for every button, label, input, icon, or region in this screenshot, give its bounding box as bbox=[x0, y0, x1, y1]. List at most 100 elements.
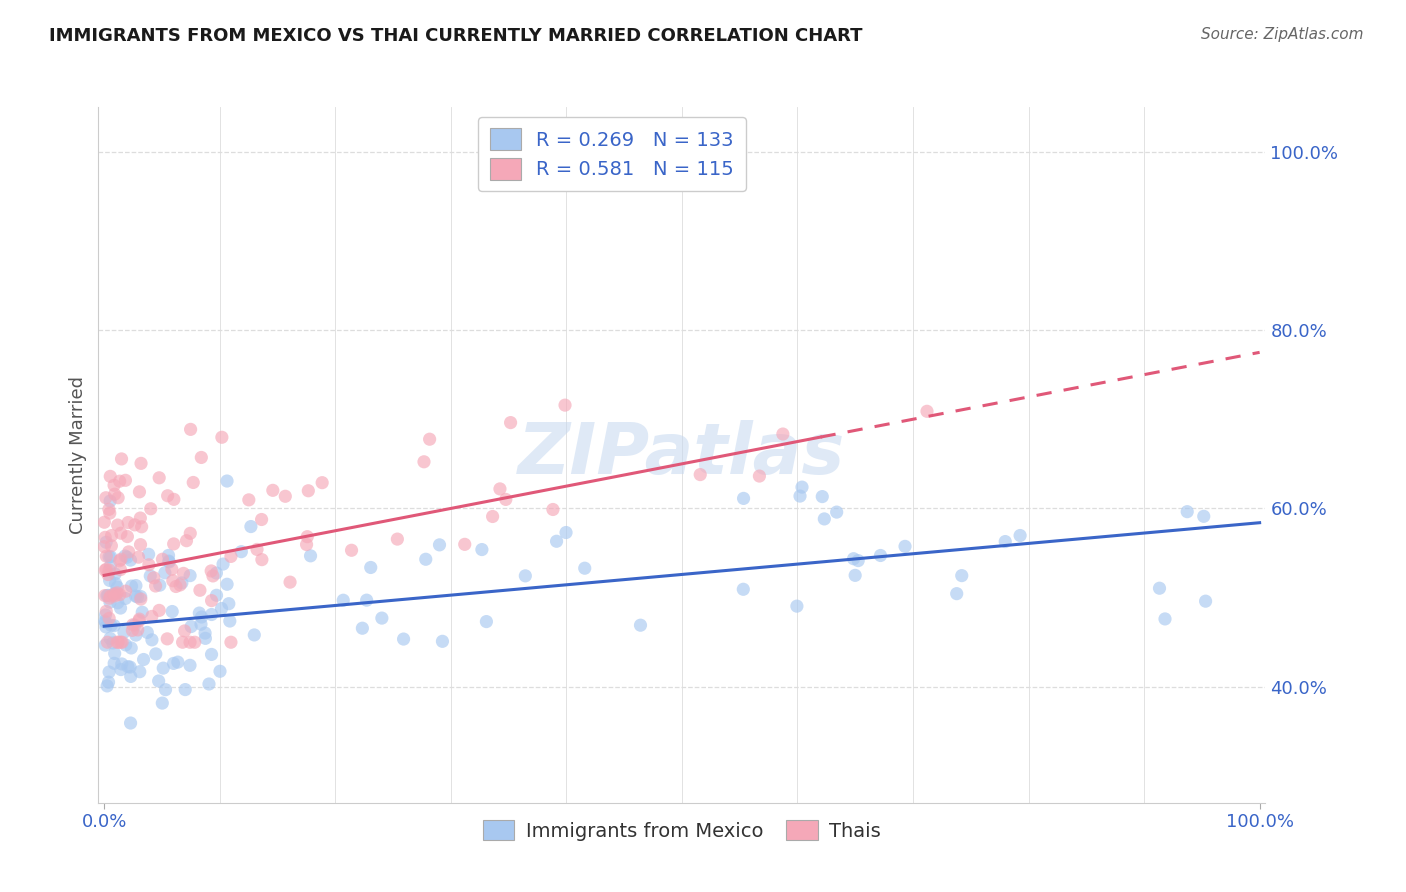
Point bbox=[128, 484, 150, 499]
Point bbox=[278, 575, 301, 590]
Point bbox=[155, 682, 177, 697]
Point bbox=[105, 586, 128, 600]
Point bbox=[108, 474, 131, 488]
Point bbox=[160, 562, 183, 576]
Point bbox=[98, 595, 121, 609]
Point bbox=[111, 635, 134, 649]
Point bbox=[125, 578, 148, 592]
Point bbox=[630, 618, 652, 632]
Point bbox=[94, 535, 117, 549]
Point bbox=[481, 509, 503, 524]
Point bbox=[157, 555, 180, 569]
Point bbox=[104, 589, 127, 603]
Text: Source: ZipAtlas.com: Source: ZipAtlas.com bbox=[1201, 27, 1364, 42]
Point bbox=[107, 635, 129, 649]
Point bbox=[152, 552, 174, 566]
Text: IMMIGRANTS FROM MEXICO VS THAI CURRENTLY MARRIED CORRELATION CHART: IMMIGRANTS FROM MEXICO VS THAI CURRENTLY… bbox=[49, 27, 863, 45]
Legend: Immigrants from Mexico, Thais: Immigrants from Mexico, Thais bbox=[475, 813, 889, 849]
Point bbox=[98, 506, 121, 520]
Point bbox=[98, 549, 121, 564]
Point bbox=[107, 518, 129, 533]
Point bbox=[129, 456, 152, 470]
Point bbox=[994, 534, 1017, 549]
Point bbox=[574, 561, 596, 575]
Point bbox=[181, 475, 204, 490]
Point bbox=[98, 494, 121, 508]
Point bbox=[1154, 612, 1177, 626]
Point bbox=[1194, 594, 1216, 608]
Point bbox=[117, 530, 139, 544]
Point bbox=[243, 628, 266, 642]
Point bbox=[211, 601, 233, 615]
Point bbox=[190, 450, 212, 465]
Point bbox=[94, 491, 117, 505]
Point bbox=[786, 599, 808, 614]
Point bbox=[103, 478, 125, 492]
Point bbox=[101, 636, 124, 650]
Point bbox=[371, 611, 394, 625]
Point bbox=[98, 574, 121, 588]
Point bbox=[415, 552, 437, 566]
Point bbox=[218, 597, 240, 611]
Point bbox=[179, 635, 201, 649]
Point bbox=[894, 540, 917, 554]
Point bbox=[148, 471, 170, 485]
Point bbox=[145, 647, 167, 661]
Point bbox=[110, 552, 132, 566]
Point bbox=[246, 542, 269, 557]
Point bbox=[1149, 581, 1171, 595]
Point bbox=[129, 590, 152, 604]
Point bbox=[219, 635, 242, 649]
Point bbox=[217, 577, 239, 591]
Point bbox=[180, 619, 202, 633]
Point bbox=[97, 588, 120, 602]
Point bbox=[541, 502, 564, 516]
Point bbox=[205, 588, 228, 602]
Point bbox=[129, 511, 152, 525]
Point bbox=[844, 568, 866, 582]
Point bbox=[205, 566, 228, 580]
Point bbox=[172, 635, 194, 649]
Point bbox=[201, 607, 224, 622]
Point bbox=[103, 587, 125, 601]
Point bbox=[772, 427, 794, 442]
Point bbox=[546, 534, 568, 549]
Point bbox=[156, 632, 179, 646]
Point bbox=[825, 505, 848, 519]
Point bbox=[94, 607, 117, 622]
Point bbox=[157, 554, 180, 568]
Point bbox=[128, 614, 150, 628]
Point bbox=[100, 539, 122, 553]
Y-axis label: Currently Married: Currently Married bbox=[69, 376, 87, 534]
Point bbox=[413, 455, 436, 469]
Point bbox=[198, 677, 221, 691]
Point bbox=[97, 567, 120, 582]
Point bbox=[114, 584, 136, 599]
Point bbox=[179, 526, 201, 541]
Point bbox=[842, 551, 865, 566]
Point bbox=[100, 618, 122, 632]
Point bbox=[100, 528, 122, 542]
Point bbox=[554, 398, 576, 412]
Point bbox=[98, 611, 121, 625]
Point bbox=[128, 550, 150, 565]
Point bbox=[239, 519, 262, 533]
Point bbox=[110, 526, 132, 541]
Point bbox=[387, 532, 409, 546]
Point bbox=[111, 657, 134, 671]
Point bbox=[555, 525, 578, 540]
Point bbox=[162, 574, 184, 588]
Text: ZIPatlas: ZIPatlas bbox=[519, 420, 845, 490]
Point bbox=[733, 582, 755, 597]
Point bbox=[215, 474, 238, 488]
Point bbox=[869, 549, 891, 563]
Point bbox=[94, 615, 117, 630]
Point bbox=[96, 562, 118, 576]
Point bbox=[148, 673, 170, 688]
Point bbox=[274, 489, 297, 503]
Point bbox=[124, 589, 146, 603]
Point bbox=[352, 621, 374, 635]
Point bbox=[262, 483, 284, 498]
Point bbox=[429, 538, 451, 552]
Point bbox=[188, 606, 211, 620]
